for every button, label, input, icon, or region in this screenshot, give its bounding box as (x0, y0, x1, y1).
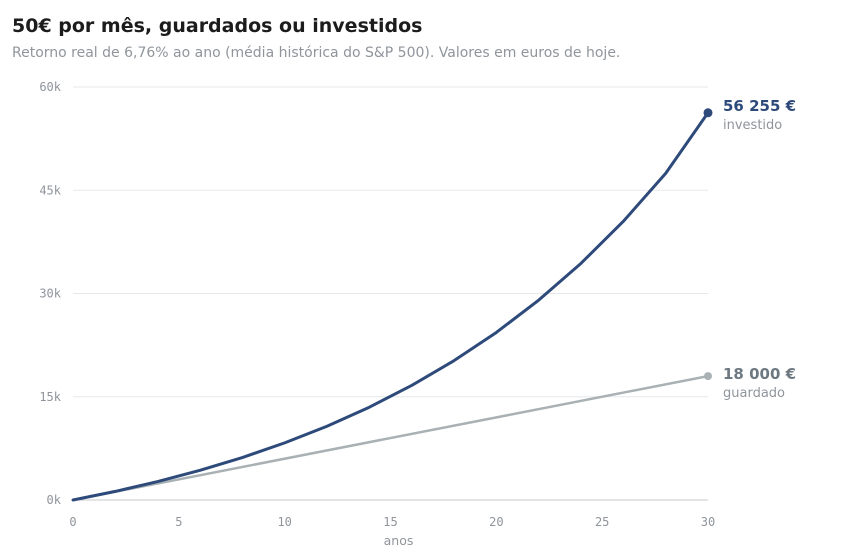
y-tick-label: 60k (39, 80, 61, 94)
x-tick-label: 10 (277, 515, 291, 529)
y-tick-label: 30k (39, 287, 61, 301)
y-tick-label: 45k (39, 183, 61, 197)
x-axis-label: anos (384, 533, 414, 548)
x-tick-label: 25 (595, 515, 609, 529)
y-tick-label: 0k (47, 493, 62, 507)
chart-subtitle: Retorno real de 6,76% ao ano (média hist… (12, 45, 621, 61)
x-tick-label: 20 (489, 515, 503, 529)
x-tick-label: 0 (69, 515, 76, 529)
y-tick-label: 15k (39, 390, 61, 404)
series-line-guardado (71, 374, 710, 502)
x-tick-label: 5 (175, 515, 182, 529)
end-value-label-investido: 56 255 € (723, 97, 796, 115)
end-point-guardado (704, 372, 712, 381)
chart-title: 50€ por mês, guardados ou investidos (12, 15, 423, 37)
x-tick-label: 15 (383, 515, 397, 529)
end-value-label-guardado: 18 000 € (723, 365, 796, 383)
end-name-label-investido: investido (723, 118, 782, 133)
end-point-investido (703, 108, 713, 118)
end-name-label-guardado: guardado (723, 386, 785, 401)
x-tick-label: 30 (701, 515, 715, 529)
series-line-investido (71, 111, 710, 502)
